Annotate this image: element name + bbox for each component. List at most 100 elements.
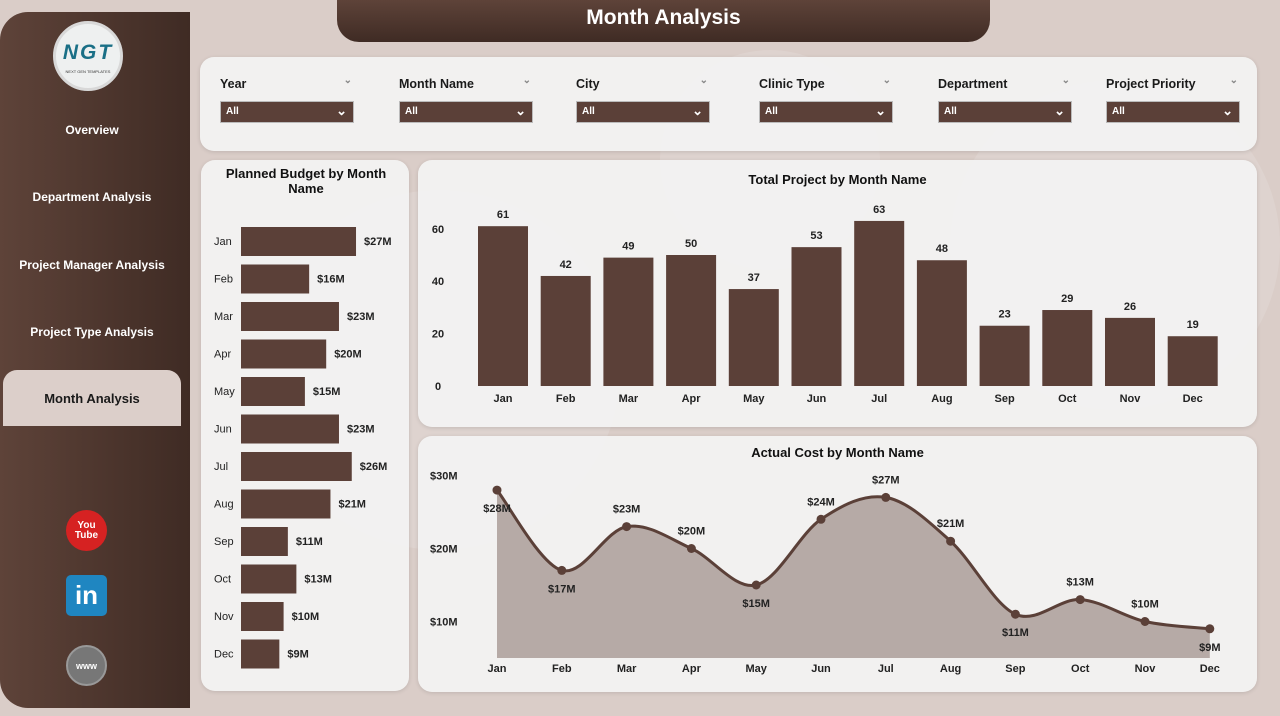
category-label: Nov	[214, 611, 234, 623]
bar	[791, 247, 842, 386]
bar	[1042, 310, 1093, 386]
filter-project-priority: Project Priority ⌄ All ⌄	[1106, 75, 1240, 123]
data-point	[881, 492, 891, 502]
bar	[241, 264, 310, 294]
filter-label: Clinic Type ⌄	[759, 75, 891, 91]
filter-month-name: Month Name ⌄ All ⌄	[399, 75, 533, 123]
data-label: $23M	[613, 504, 641, 516]
sidebar-item-department-analysis[interactable]: Department Analysis	[32, 190, 152, 204]
category-label: Aug	[214, 499, 234, 511]
data-label: $11M	[296, 536, 323, 548]
chevron-down-icon[interactable]: ⌄	[1229, 75, 1238, 86]
x-tick-label: Mar	[617, 663, 637, 675]
chevron-down-icon: ⌄	[1054, 103, 1065, 118]
bar	[241, 452, 352, 481]
chevron-down-icon: ⌄	[336, 103, 347, 118]
bar	[241, 227, 357, 256]
x-tick-label: Apr	[682, 393, 702, 405]
chevron-down-icon: ⌄	[692, 103, 703, 118]
sidebar-item-month-analysis[interactable]: Month Analysis	[3, 370, 181, 426]
x-tick-label: Jan	[494, 393, 513, 405]
chevron-down-icon[interactable]: ⌄	[882, 75, 891, 86]
data-label: 53	[810, 230, 822, 242]
bar	[979, 325, 1030, 386]
data-label: 48	[936, 243, 948, 255]
website-icon[interactable]: www	[66, 645, 107, 686]
filter-dropdown[interactable]: All ⌄	[576, 101, 710, 123]
chevron-down-icon[interactable]: ⌄	[1061, 75, 1070, 86]
bar	[854, 220, 905, 386]
filter-label: Year ⌄	[220, 75, 352, 91]
filter-label: Department ⌄	[938, 75, 1070, 91]
filter-dropdown[interactable]: All ⌄	[759, 101, 893, 123]
x-tick-label: Aug	[940, 663, 961, 675]
filter-dropdown[interactable]: All ⌄	[220, 101, 354, 123]
bar	[1105, 317, 1155, 386]
data-point	[622, 522, 632, 532]
linkedin-icon[interactable]: in	[66, 575, 107, 616]
filter-label: Month Name ⌄	[399, 75, 531, 91]
filter-panel: Year ⌄ All ⌄ Month Name ⌄ All ⌄ City ⌄ All ⌄ Clinic …	[200, 57, 1257, 151]
x-tick-label: Jul	[878, 663, 894, 675]
x-tick-label: Dec	[1183, 393, 1203, 405]
planned-budget-card: Planned Budget by Month Name Jan $27M Feb $…	[201, 160, 409, 691]
y-tick-label: 40	[432, 276, 444, 288]
data-label: 61	[497, 209, 509, 221]
y-tick-label: $30M	[430, 471, 458, 483]
filter-clinic-type: Clinic Type ⌄ All ⌄	[759, 75, 893, 123]
data-label: 29	[1061, 293, 1073, 305]
data-point	[946, 536, 956, 546]
bar	[241, 602, 284, 631]
data-label: $10M	[292, 611, 320, 623]
data-label: $13M	[1066, 577, 1094, 589]
bar	[728, 289, 779, 386]
logo: NGT NEXT GEN TEMPLATES	[53, 21, 123, 91]
bar	[241, 564, 297, 594]
bar	[666, 255, 717, 386]
data-point	[686, 544, 696, 553]
chevron-down-icon[interactable]: ⌄	[699, 75, 708, 86]
bar	[241, 339, 327, 369]
data-label: $23M	[347, 424, 375, 436]
filter-label: Project Priority ⌄	[1106, 75, 1238, 91]
data-point	[1075, 595, 1085, 605]
data-label: 42	[560, 259, 572, 271]
data-label: $27M	[872, 474, 900, 486]
category-label: Dec	[214, 649, 234, 661]
y-tick-label: 0	[435, 381, 441, 393]
sidebar-item-project-type-analysis[interactable]: Project Type Analysis	[30, 325, 154, 339]
x-tick-label: Aug	[931, 393, 952, 405]
chevron-down-icon[interactable]: ⌄	[522, 75, 531, 86]
data-point	[1205, 624, 1215, 634]
bar	[478, 226, 528, 386]
data-point	[492, 485, 502, 495]
data-point	[751, 580, 761, 590]
filter-department: Department ⌄ All ⌄	[938, 75, 1072, 123]
data-point	[557, 565, 567, 575]
area-fill	[497, 490, 1210, 658]
chevron-down-icon[interactable]: ⌄	[343, 75, 352, 86]
data-label: 63	[873, 204, 885, 216]
x-tick-label: Jan	[488, 663, 507, 675]
sidebar-item-overview[interactable]: Overview	[65, 123, 119, 137]
x-tick-label: Nov	[1135, 663, 1157, 675]
filter-dropdown[interactable]: All ⌄	[1106, 101, 1240, 123]
filter-label: City ⌄	[576, 75, 708, 91]
x-tick-label: Jul	[871, 393, 887, 405]
data-label: 23	[998, 309, 1010, 321]
sidebar-item-project-manager-analysis[interactable]: Project Manager Analysis	[19, 258, 165, 272]
y-tick-label: $10M	[430, 617, 458, 629]
y-tick-label: 20	[432, 329, 444, 341]
data-point	[816, 514, 826, 524]
youtube-icon[interactable]: You Tube	[66, 510, 107, 551]
filter-dropdown[interactable]: All ⌄	[399, 101, 533, 123]
category-label: May	[214, 386, 235, 398]
x-tick-label: Dec	[1200, 663, 1220, 675]
planned-budget-chart: Jan $27M Feb $16M Mar $23M Apr $20M May $15M Jun $2…	[214, 227, 392, 669]
category-label: Feb	[214, 274, 233, 286]
filter-dropdown[interactable]: All ⌄	[938, 101, 1072, 123]
data-label: $21M	[937, 518, 965, 530]
data-label: $9M	[1199, 642, 1220, 654]
data-label: $10M	[1131, 599, 1159, 611]
x-tick-label: Nov	[1120, 393, 1142, 405]
